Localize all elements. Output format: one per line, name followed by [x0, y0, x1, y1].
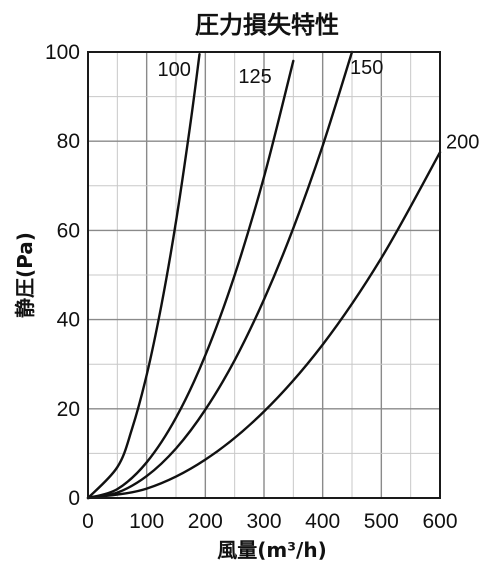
series-label-150: 150 [350, 57, 383, 79]
curves [86, 50, 442, 500]
series-label-100: 100 [157, 59, 190, 81]
tick-labels: 0 100 200 300 400 500 600 0 20 40 60 80 100 [45, 41, 458, 533]
series-line-200 [86, 151, 442, 500]
y-tick-label: 100 [45, 41, 80, 64]
series-line-100 [86, 53, 201, 500]
series-label-200: 200 [446, 131, 479, 153]
x-tick-label: 300 [246, 510, 281, 533]
series-labels: 100 125 150 200 [157, 57, 479, 153]
x-tick-label: 0 [82, 510, 94, 533]
y-tick-label: 0 [68, 487, 80, 510]
x-tick-label: 600 [422, 510, 457, 533]
x-axis-label: 風量(m³/h) [217, 538, 326, 562]
x-tick-label: 400 [305, 510, 340, 533]
y-tick-label: 40 [57, 309, 80, 332]
series-line-125 [86, 59, 295, 500]
y-tick-label: 20 [57, 398, 80, 421]
series-label-125: 125 [238, 66, 271, 88]
chart-title: 圧力損失特性 [195, 11, 339, 39]
x-tick-label: 200 [188, 510, 223, 533]
plot-frame [87, 51, 441, 499]
grid [88, 52, 440, 498]
y-tick-label: 80 [57, 130, 80, 153]
series-line-150 [86, 50, 354, 500]
x-tick-label: 100 [129, 510, 164, 533]
x-tick-label: 500 [364, 510, 399, 533]
y-tick-label: 60 [57, 219, 80, 242]
y-axis-label: 静圧(Pa) [13, 232, 37, 318]
